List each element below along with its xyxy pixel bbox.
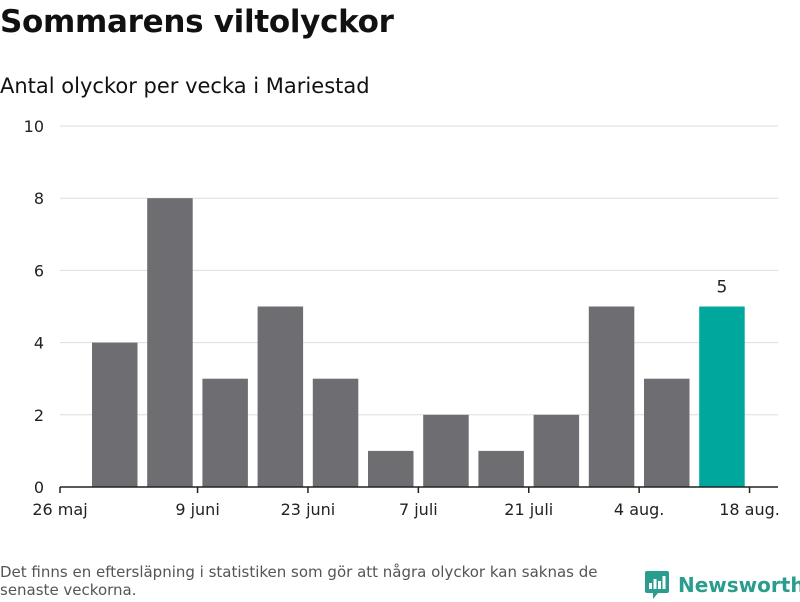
bar [257, 306, 304, 487]
bar-chart: 0 2 4 6 8 10 5 26 maj 9 juni 23 juni 7 juli 21 juli… [24, 117, 780, 519]
bar-highlight [699, 306, 745, 487]
y-tick-label: 8 [34, 189, 44, 208]
bar [368, 450, 414, 487]
chart-subtitle: Antal olyckor per vecka i Mariestad [0, 74, 370, 98]
x-tick-label: 7 juli [399, 500, 438, 519]
x-tick-label: 26 maj [32, 500, 87, 519]
chart-title: Sommarens viltolyckor [0, 4, 394, 40]
y-tick-label: 0 [34, 478, 44, 497]
bar [92, 342, 138, 487]
bar [478, 450, 524, 487]
newsworthy-logo: Newsworthy [644, 568, 800, 602]
x-tick-label: 9 juni [175, 500, 219, 519]
x-tick-label: 23 juni [281, 500, 336, 519]
bar [423, 414, 469, 487]
y-tick-label: 4 [34, 334, 44, 353]
x-tick-label: 21 juli [504, 500, 553, 519]
newsworthy-logo-icon [645, 571, 669, 599]
bar [312, 378, 359, 487]
y-tick-label: 10 [24, 117, 44, 136]
bar [147, 198, 193, 487]
footnote: Det finns en eftersläpning i statistiken… [0, 563, 598, 599]
newsworthy-logo-text: Newsworthy [678, 573, 800, 597]
y-tick-label: 6 [34, 261, 44, 280]
bar [588, 306, 635, 487]
x-tick-label: 4 aug. [614, 500, 664, 519]
data-label: 5 [717, 278, 728, 298]
x-tick-label: 18 aug. [719, 500, 780, 519]
y-tick-label: 2 [34, 406, 44, 425]
bar [533, 414, 580, 487]
bar [202, 378, 248, 487]
bar [644, 378, 690, 487]
